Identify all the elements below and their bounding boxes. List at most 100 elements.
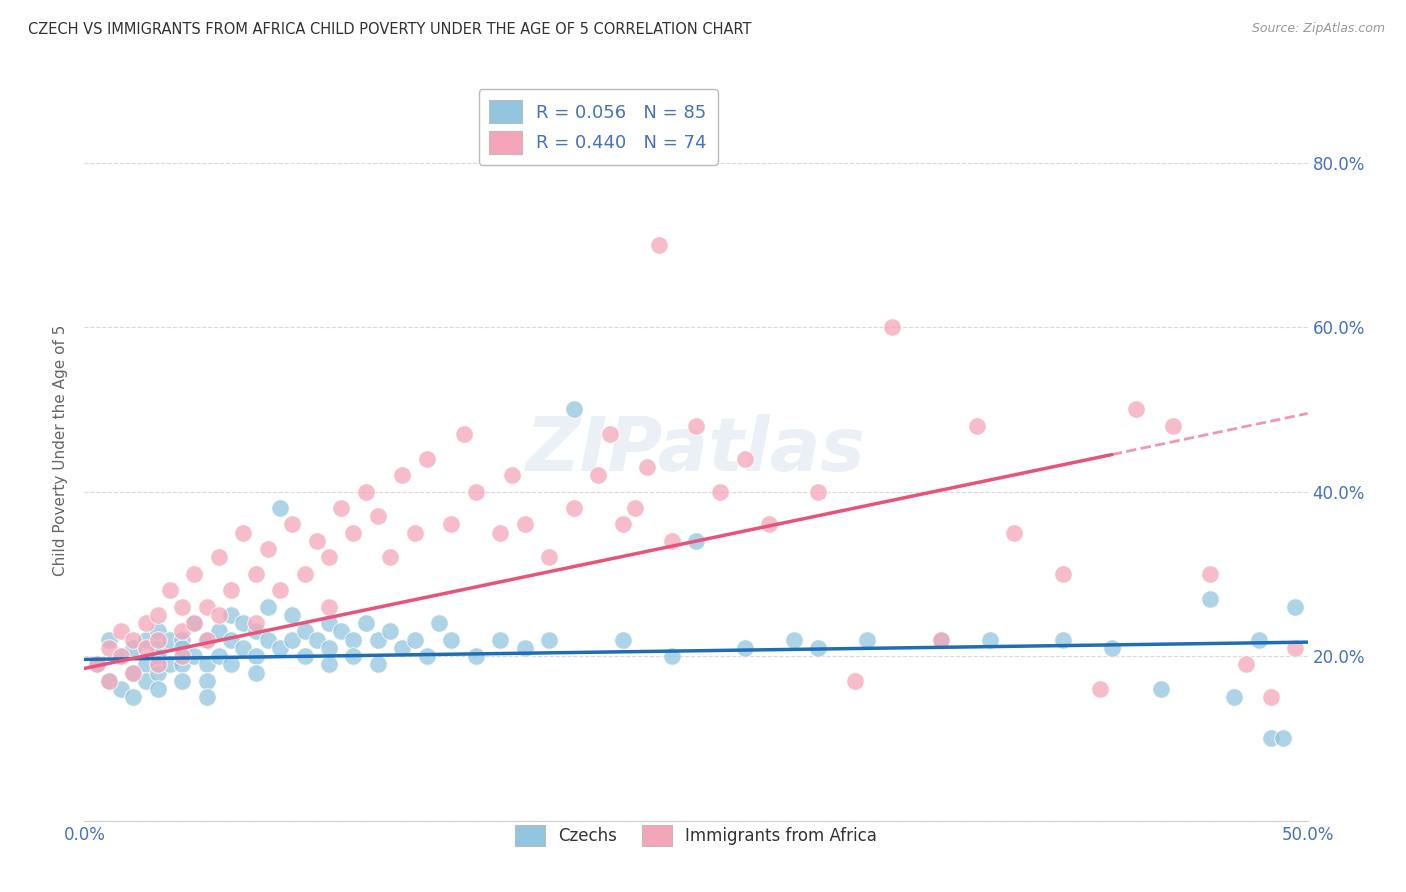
Point xyxy=(97,632,120,647)
Point xyxy=(636,459,658,474)
Point xyxy=(183,616,205,631)
Point xyxy=(281,632,304,647)
Point xyxy=(404,525,426,540)
Point xyxy=(586,468,609,483)
Point xyxy=(219,583,242,598)
Point xyxy=(172,624,194,639)
Point xyxy=(1052,632,1074,647)
Point xyxy=(245,616,267,631)
Point xyxy=(208,649,231,664)
Point xyxy=(232,616,254,631)
Point xyxy=(232,525,254,540)
Point xyxy=(380,624,402,639)
Point xyxy=(734,451,756,466)
Point xyxy=(612,517,634,532)
Point xyxy=(391,640,413,655)
Point xyxy=(219,657,242,672)
Point xyxy=(464,649,486,664)
Point xyxy=(661,649,683,664)
Point xyxy=(257,542,280,557)
Point xyxy=(172,632,194,647)
Point xyxy=(122,665,145,680)
Point xyxy=(599,427,621,442)
Point xyxy=(1223,690,1246,705)
Point xyxy=(367,657,389,672)
Point xyxy=(135,616,157,631)
Point xyxy=(318,599,340,614)
Point xyxy=(159,657,181,672)
Point xyxy=(97,673,120,688)
Point xyxy=(122,690,145,705)
Point xyxy=(269,583,291,598)
Point xyxy=(110,649,132,664)
Point xyxy=(208,624,231,639)
Point xyxy=(135,632,157,647)
Point xyxy=(979,632,1001,647)
Point xyxy=(183,649,205,664)
Point xyxy=(135,673,157,688)
Point xyxy=(354,484,377,499)
Point xyxy=(183,566,205,581)
Point xyxy=(1236,657,1258,672)
Point xyxy=(146,624,169,639)
Point xyxy=(172,599,194,614)
Point xyxy=(1260,690,1282,705)
Point xyxy=(122,632,145,647)
Point xyxy=(427,616,450,631)
Point xyxy=(1002,525,1025,540)
Point xyxy=(1150,681,1173,696)
Point xyxy=(380,550,402,565)
Point xyxy=(489,525,512,540)
Point xyxy=(440,517,463,532)
Point xyxy=(245,566,267,581)
Point xyxy=(648,237,671,252)
Point xyxy=(195,673,218,688)
Point xyxy=(513,640,536,655)
Text: Source: ZipAtlas.com: Source: ZipAtlas.com xyxy=(1251,22,1385,36)
Point xyxy=(110,624,132,639)
Point xyxy=(146,632,169,647)
Point xyxy=(245,665,267,680)
Point xyxy=(146,665,169,680)
Point xyxy=(159,583,181,598)
Point xyxy=(172,673,194,688)
Point xyxy=(219,632,242,647)
Point xyxy=(245,649,267,664)
Point xyxy=(880,320,903,334)
Point xyxy=(232,640,254,655)
Point xyxy=(146,649,169,664)
Point xyxy=(807,484,830,499)
Point xyxy=(86,657,108,672)
Point xyxy=(135,657,157,672)
Point xyxy=(269,501,291,516)
Legend: Czechs, Immigrants from Africa: Czechs, Immigrants from Africa xyxy=(508,818,884,853)
Point xyxy=(294,566,316,581)
Point xyxy=(318,657,340,672)
Point xyxy=(195,632,218,647)
Point xyxy=(257,632,280,647)
Point xyxy=(453,427,475,442)
Point xyxy=(305,632,328,647)
Point xyxy=(146,681,169,696)
Point xyxy=(146,640,169,655)
Point xyxy=(342,632,364,647)
Point xyxy=(1161,418,1184,433)
Point xyxy=(172,657,194,672)
Point xyxy=(330,624,353,639)
Point xyxy=(538,632,561,647)
Point xyxy=(416,649,439,664)
Point xyxy=(1272,731,1295,746)
Point xyxy=(1284,640,1306,655)
Point xyxy=(367,632,389,647)
Point xyxy=(709,484,731,499)
Point xyxy=(195,690,218,705)
Point xyxy=(294,624,316,639)
Point xyxy=(464,484,486,499)
Point xyxy=(135,640,157,655)
Point xyxy=(195,632,218,647)
Point xyxy=(966,418,988,433)
Point xyxy=(110,681,132,696)
Point xyxy=(208,550,231,565)
Point xyxy=(513,517,536,532)
Point xyxy=(1088,681,1111,696)
